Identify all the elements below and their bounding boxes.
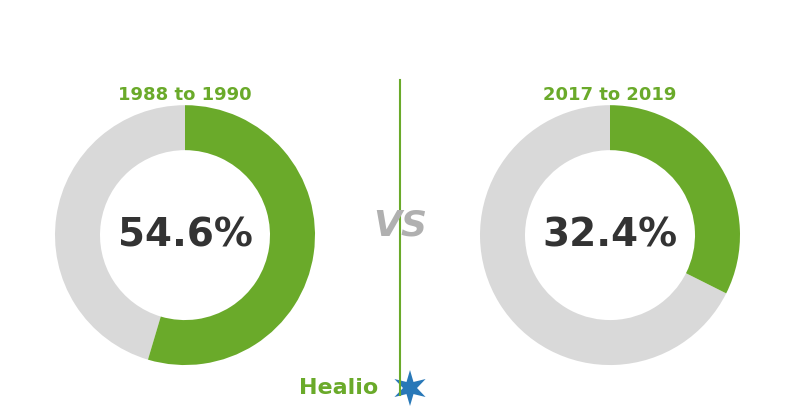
Text: 1988 to 1990: 1988 to 1990: [118, 86, 252, 104]
Wedge shape: [480, 105, 726, 365]
Wedge shape: [148, 105, 315, 365]
Wedge shape: [610, 105, 740, 293]
Wedge shape: [55, 105, 185, 360]
Text: 54.6%: 54.6%: [118, 216, 253, 254]
Text: Hospital mortality based on ICU admittance years:: Hospital mortality based on ICU admittan…: [102, 24, 698, 44]
Text: Healio: Healio: [298, 378, 378, 398]
Text: VS: VS: [373, 208, 427, 242]
Text: 2017 to 2019: 2017 to 2019: [543, 86, 677, 104]
Text: 32.4%: 32.4%: [542, 216, 678, 254]
Polygon shape: [394, 370, 426, 406]
